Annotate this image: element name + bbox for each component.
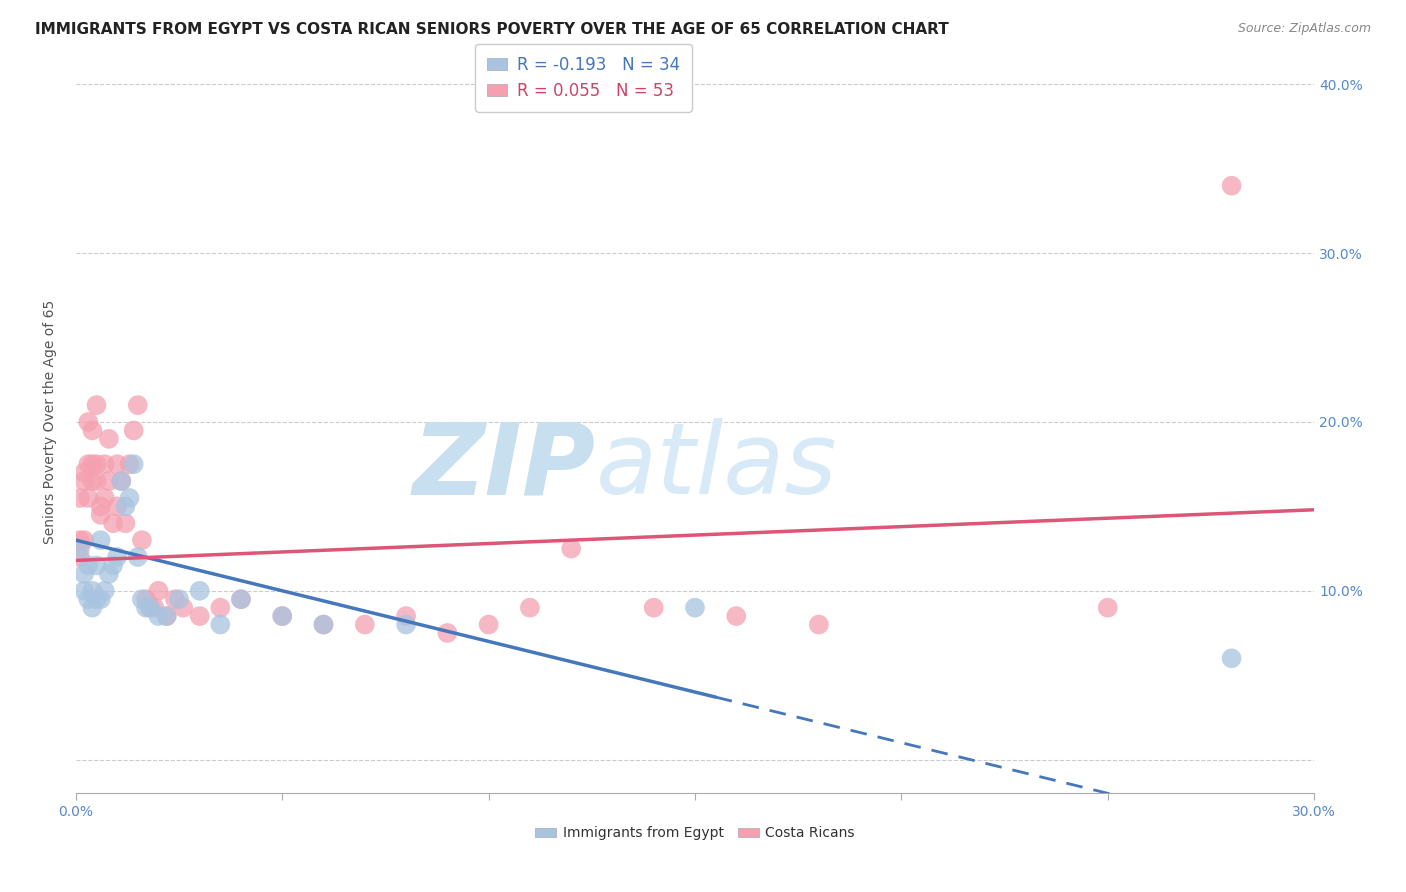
Point — [167, 592, 190, 607]
Point — [127, 398, 149, 412]
Point — [683, 600, 706, 615]
Point — [105, 500, 128, 514]
Point — [114, 500, 136, 514]
Point — [131, 533, 153, 548]
Point — [1220, 178, 1243, 193]
Point — [82, 600, 104, 615]
Point — [86, 592, 108, 607]
Point — [86, 457, 108, 471]
Point — [395, 609, 418, 624]
Point — [114, 516, 136, 531]
Point — [353, 617, 375, 632]
Point — [86, 474, 108, 488]
Point — [148, 583, 170, 598]
Point — [188, 609, 211, 624]
Text: Source: ZipAtlas.com: Source: ZipAtlas.com — [1237, 22, 1371, 36]
Point — [110, 474, 132, 488]
Point — [69, 491, 91, 505]
Point — [69, 533, 91, 548]
Point — [73, 474, 96, 488]
Point — [560, 541, 582, 556]
Point — [1220, 651, 1243, 665]
Point — [77, 415, 100, 429]
Point — [82, 583, 104, 598]
Point — [395, 617, 418, 632]
Point — [725, 609, 748, 624]
Point — [312, 617, 335, 632]
Point — [101, 516, 124, 531]
Point — [86, 558, 108, 573]
Point — [97, 474, 120, 488]
Point — [73, 566, 96, 581]
Point — [105, 549, 128, 564]
Point — [94, 583, 117, 598]
Point — [77, 592, 100, 607]
Point — [94, 491, 117, 505]
Point — [110, 474, 132, 488]
Text: ZIP: ZIP — [413, 418, 596, 515]
Point — [82, 457, 104, 471]
Point — [135, 600, 157, 615]
Point — [82, 474, 104, 488]
Point — [163, 592, 186, 607]
Y-axis label: Seniors Poverty Over the Age of 65: Seniors Poverty Over the Age of 65 — [44, 300, 58, 544]
Point — [209, 617, 232, 632]
Point — [69, 541, 91, 556]
Point — [73, 466, 96, 480]
Point — [94, 457, 117, 471]
Point — [436, 626, 458, 640]
Point — [519, 600, 541, 615]
Point — [131, 592, 153, 607]
Point — [73, 583, 96, 598]
Point — [135, 592, 157, 607]
Point — [139, 600, 162, 615]
Point — [139, 600, 162, 615]
Point — [229, 592, 252, 607]
Point — [148, 609, 170, 624]
Point — [188, 583, 211, 598]
Point — [90, 533, 112, 548]
Point — [156, 609, 179, 624]
Legend: Immigrants from Egypt, Costa Ricans: Immigrants from Egypt, Costa Ricans — [530, 821, 860, 846]
Point — [122, 457, 145, 471]
Point — [271, 609, 294, 624]
Point — [101, 558, 124, 573]
Point — [143, 600, 166, 615]
Point — [478, 617, 501, 632]
Point — [271, 609, 294, 624]
Point — [229, 592, 252, 607]
Point — [90, 500, 112, 514]
Text: atlas: atlas — [596, 418, 838, 515]
Point — [807, 617, 830, 632]
Point — [122, 424, 145, 438]
Point — [90, 508, 112, 522]
Point — [90, 592, 112, 607]
Point — [82, 424, 104, 438]
Point — [105, 457, 128, 471]
Point — [77, 558, 100, 573]
Point — [156, 609, 179, 624]
Point — [69, 549, 91, 564]
Point — [1097, 600, 1119, 615]
Point — [118, 491, 141, 505]
Point — [312, 617, 335, 632]
Point — [643, 600, 665, 615]
Point — [77, 457, 100, 471]
Point — [77, 491, 100, 505]
Point — [209, 600, 232, 615]
Point — [97, 566, 120, 581]
Point — [73, 533, 96, 548]
Point — [86, 398, 108, 412]
Point — [118, 457, 141, 471]
Point — [127, 549, 149, 564]
Point — [97, 432, 120, 446]
Point — [172, 600, 194, 615]
Text: IMMIGRANTS FROM EGYPT VS COSTA RICAN SENIORS POVERTY OVER THE AGE OF 65 CORRELAT: IMMIGRANTS FROM EGYPT VS COSTA RICAN SEN… — [35, 22, 949, 37]
